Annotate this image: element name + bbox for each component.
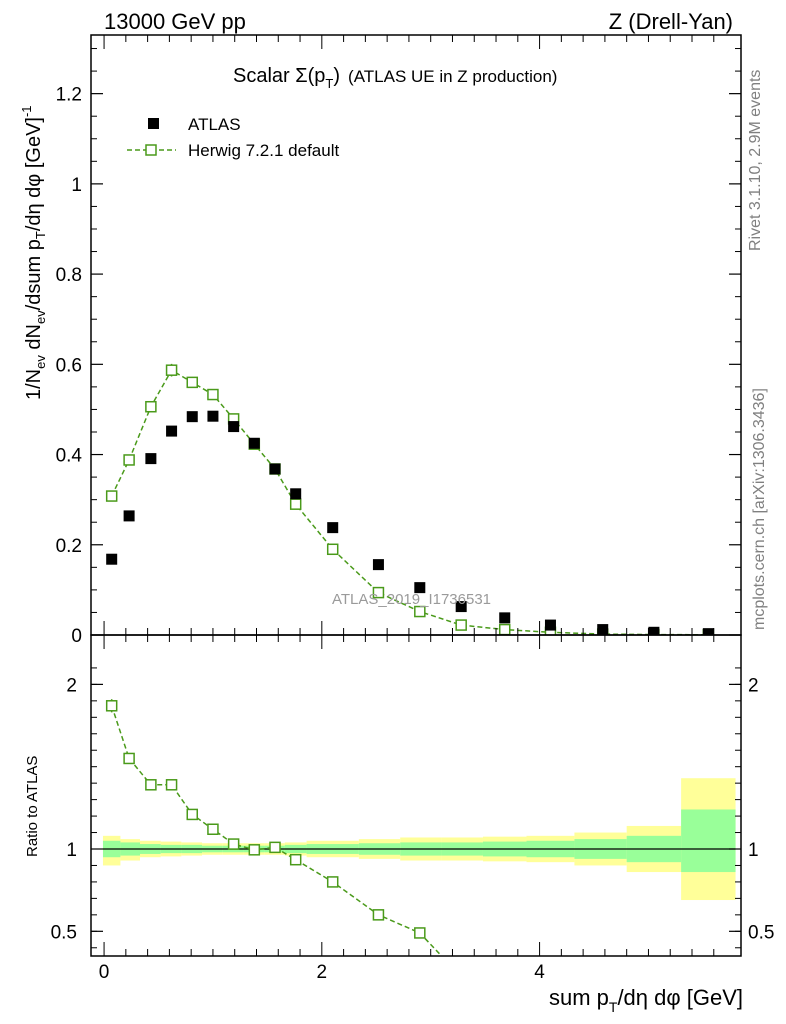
ratio-y-tick-label-right: 0.5 — [748, 922, 774, 943]
atlas-point — [327, 522, 339, 534]
ratio-point — [145, 779, 157, 791]
main-y-tick-label: 0.6 — [56, 355, 82, 376]
main-plot-area — [105, 363, 715, 635]
ratio-plot-area — [102, 699, 736, 956]
x-axis-label: sum pT/dη dφ [GeV] — [549, 985, 743, 1015]
ratio-panel: 0.5 0.5 1 1 2 2 0 2 4 Ratio to ATLAS sum pT/dη d… — [24, 634, 774, 1015]
ratio-point — [248, 844, 261, 856]
ratio-y-tick-label-right: 1 — [748, 840, 759, 861]
legend: ATLAS Herwig 7.2.1 default — [127, 115, 339, 160]
ratio-line — [110, 705, 443, 956]
analysis-watermark: ATLAS_2019_I1736531 — [332, 591, 491, 608]
ratio-y-axis-label: Ratio to ATLAS — [24, 756, 41, 857]
herwig-point — [165, 364, 178, 376]
plot-title: Scalar Σ(pT) (ATLAS UE in Z production) — [233, 65, 557, 91]
ratio-point — [186, 808, 199, 821]
herwig-point — [498, 623, 511, 635]
ratio-y-tick-label: 2 — [66, 675, 77, 696]
ratio-point — [289, 853, 302, 866]
main-panel: 0 0.2 0.4 0.6 0.8 1 1.2 Scalar Σ(pT) (ATLAS UE … — [19, 34, 742, 647]
x-tick-label: 2 — [317, 962, 328, 983]
atlas-point — [544, 619, 556, 631]
legend-atlas-label: ATLAS — [188, 115, 241, 134]
legend-herwig-marker — [145, 144, 157, 156]
energy-label: 13000 GeV pp — [104, 9, 246, 34]
atlas-point — [372, 559, 384, 571]
herwig-point — [207, 388, 219, 401]
herwig-point — [105, 490, 118, 502]
uncertainty-band-inner — [681, 809, 736, 873]
herwig-point — [186, 376, 199, 389]
main-y-tick-label: 0 — [71, 626, 82, 647]
main-axis-ticks: 0 0.2 0.4 0.6 0.8 1 1.2 — [56, 35, 741, 647]
atlas-point — [414, 582, 426, 594]
atlas-point — [499, 612, 511, 624]
atlas-point — [597, 624, 609, 635]
main-y-tick-label: 0.8 — [56, 265, 82, 286]
herwig-point — [145, 400, 157, 413]
ratio-point — [372, 909, 385, 921]
x-tick-label: 0 — [99, 962, 110, 983]
process-label: Z (Drell-Yan) — [609, 9, 733, 34]
ratio-point — [123, 752, 135, 765]
main-y-tick-label: 0.2 — [56, 536, 82, 557]
atlas-point — [186, 411, 198, 423]
plot-title-main: Scalar Σ(p — [233, 65, 325, 87]
atlas-point — [648, 626, 660, 635]
ratio-point — [326, 876, 339, 888]
atlas-point — [123, 510, 135, 522]
atlas-point — [702, 628, 714, 635]
ratio-point — [165, 779, 178, 791]
ratio-point — [207, 823, 219, 835]
rivet-label: Rivet 3.1.10, 2.9M events — [747, 70, 764, 251]
herwig-point — [372, 586, 385, 599]
atlas-point — [269, 463, 281, 475]
herwig-point — [414, 605, 426, 618]
ratio-panel-frame — [90, 634, 742, 957]
ratio-y-tick-label: 0.5 — [51, 922, 77, 943]
main-y-tick-label: 1.2 — [56, 85, 82, 106]
herwig-point — [326, 543, 339, 556]
main-y-tick-label: 0.4 — [56, 446, 83, 467]
herwig-point — [289, 498, 302, 510]
legend-herwig-label: Herwig 7.2.1 default — [188, 141, 339, 160]
plot-title-extra: (ATLAS UE in Z production) — [348, 67, 557, 86]
plot-title-sub: T — [325, 76, 333, 91]
mcplots-label: mcplots.cern.ch [arXiv:1306.3436] — [751, 388, 768, 630]
ratio-y-tick-label-right: 2 — [748, 675, 759, 696]
atlas-point — [248, 437, 260, 449]
plot-title-close: ) — [333, 65, 340, 87]
ratio-point — [105, 700, 118, 712]
main-y-axis-label: 1/Nev dNev/dsum pT/dη dφ [GeV]-1 — [19, 105, 48, 400]
x-tick-label: 4 — [534, 962, 545, 983]
atlas-point — [145, 453, 157, 465]
ratio-point — [269, 841, 281, 854]
atlas-point — [166, 425, 178, 437]
ratio-point — [414, 927, 426, 939]
herwig-point — [455, 619, 467, 631]
atlas-point — [455, 601, 467, 613]
atlas-point — [228, 421, 240, 433]
ratio-axis-ticks: 0.5 0.5 1 1 2 2 0 2 4 — [51, 635, 774, 983]
ratio-y-tick-label: 1 — [66, 840, 77, 861]
ratio-point — [227, 838, 240, 850]
legend-atlas-marker — [148, 118, 159, 129]
atlas-point — [106, 553, 118, 565]
main-y-tick-label: 1 — [71, 175, 82, 196]
atlas-point — [207, 410, 219, 422]
atlas-point — [290, 488, 302, 500]
herwig-point — [123, 454, 135, 466]
